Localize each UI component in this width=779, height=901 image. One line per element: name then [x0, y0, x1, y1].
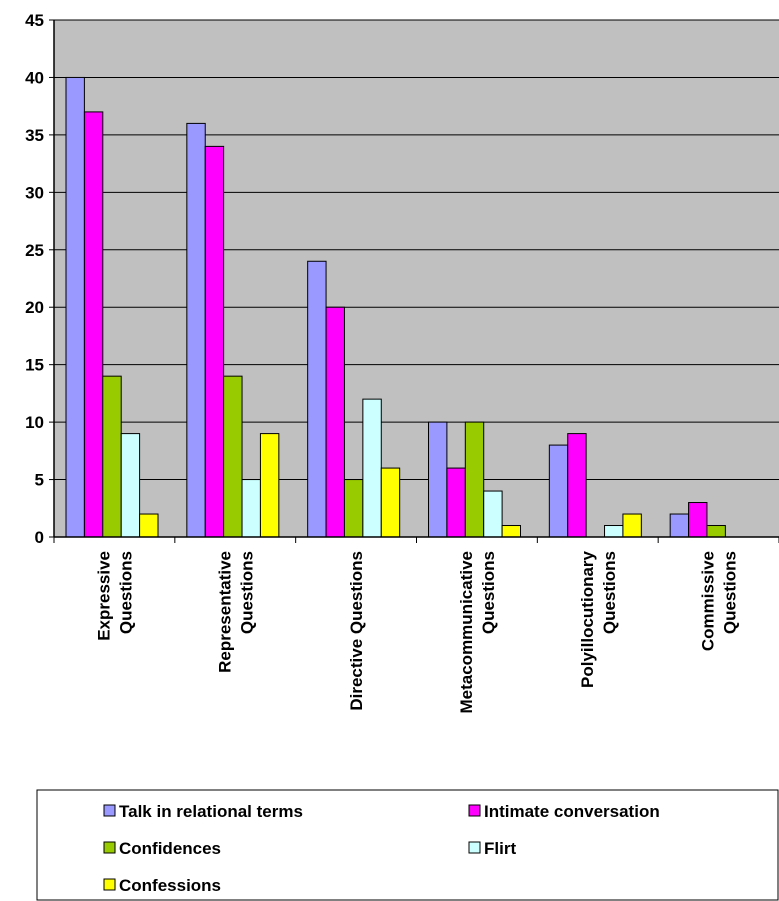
bar	[102, 375, 122, 538]
bar	[567, 433, 587, 538]
x-category-label-line: Representative	[215, 551, 234, 673]
y-tick-label: 0	[35, 528, 44, 547]
bar	[706, 525, 726, 538]
y-tick-label: 40	[25, 68, 44, 87]
bar	[223, 375, 243, 538]
bar	[380, 467, 401, 538]
x-category-label-line: Questions	[721, 551, 740, 634]
x-category-label-line: Questions	[479, 551, 498, 634]
axes	[49, 19, 779, 543]
x-category-label-line: Expressive	[94, 551, 113, 641]
legend-label: Confessions	[119, 876, 221, 895]
bar	[464, 421, 485, 538]
x-category-label: Commissive Questions	[699, 551, 740, 651]
legend-label: Flirt	[484, 839, 516, 858]
x-category-label: Representative Questions	[215, 551, 256, 673]
y-tick-label: 35	[25, 126, 44, 145]
y-tick-label: 15	[25, 356, 44, 375]
bar	[501, 525, 522, 538]
bar	[362, 398, 382, 538]
bar	[307, 260, 327, 538]
x-category-label-line: Commissive	[699, 551, 718, 651]
bar	[622, 513, 642, 538]
x-category-label-line: Polyillocutionary	[578, 550, 597, 688]
legend-swatch	[103, 878, 116, 891]
bar	[446, 467, 466, 538]
y-tick-label: 20	[25, 298, 44, 317]
legend: Talk in relational terms Intimate convers…	[36, 789, 779, 901]
legend-swatch	[103, 841, 116, 854]
gridlines	[54, 19, 779, 481]
bar	[343, 479, 364, 538]
x-category-label-line: Questions	[237, 551, 256, 634]
x-category-label-line: Directive Questions	[347, 551, 366, 711]
bar	[83, 111, 104, 538]
x-category-labels: Expressive Questions Representative Questio…	[94, 550, 739, 713]
bar	[688, 502, 708, 538]
y-tick-label: 25	[25, 241, 44, 260]
x-category-label: Expressive Questions	[94, 551, 135, 641]
bar	[428, 421, 448, 538]
legend-swatch	[468, 804, 481, 817]
y-tick-label: 5	[35, 471, 44, 490]
plot-area	[54, 20, 779, 537]
x-category-label-line: Metacommunicative	[457, 551, 476, 714]
legend-box	[36, 789, 779, 901]
x-category-label: Metacommunicative Questions	[457, 551, 498, 714]
bar	[186, 122, 206, 538]
bar	[669, 513, 690, 538]
y-tick-label: 30	[25, 183, 44, 202]
bar	[120, 433, 141, 538]
legend-swatch	[468, 841, 481, 854]
bar	[548, 444, 569, 538]
bars	[65, 76, 726, 538]
x-category-label: Polyillocutionary Questions	[578, 550, 619, 688]
legend-label: Intimate conversation	[484, 802, 660, 821]
bar	[139, 513, 159, 538]
x-category-label-line: Questions	[116, 551, 135, 634]
bar	[325, 306, 345, 538]
y-tick-labels: 0 5 10 15 20 25 30 35 40 45	[25, 11, 44, 547]
bar	[65, 76, 85, 538]
legend-swatch	[103, 804, 116, 817]
y-tick-label: 10	[25, 413, 44, 432]
bar	[604, 525, 624, 538]
bar	[483, 490, 503, 538]
legend-label: Confidences	[119, 839, 221, 858]
y-tick-label: 45	[25, 11, 44, 30]
x-category-label: Directive Questions	[347, 551, 366, 711]
bar	[204, 145, 225, 538]
legend-label: Talk in relational terms	[119, 802, 303, 821]
x-category-label-line: Questions	[600, 551, 619, 634]
bar	[259, 433, 280, 538]
bar	[241, 479, 261, 538]
